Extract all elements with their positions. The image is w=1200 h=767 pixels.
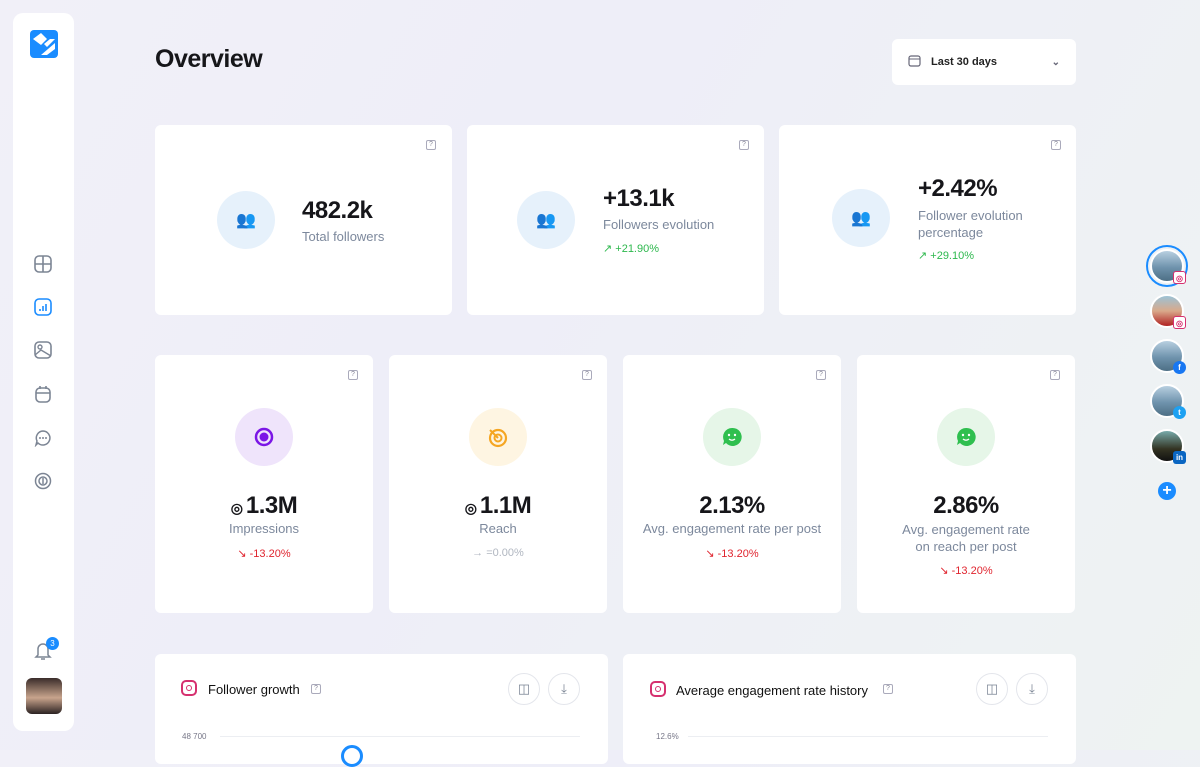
stat-label: Avg. engagement rate per post <box>642 521 822 536</box>
help-icon[interactable]: ? <box>1051 140 1061 150</box>
help-icon[interactable]: ? <box>426 140 436 150</box>
help-icon[interactable]: ? <box>582 370 592 380</box>
facebook-icon: f <box>1173 361 1186 374</box>
stat-change: ↗ +21.90% <box>603 243 660 255</box>
stat-label: Impressions <box>228 521 300 536</box>
y-axis-tick: 48 700 <box>182 732 207 741</box>
chart-title: Average engagement rate history <box>676 683 868 698</box>
stat-change: ↗ +29.10% <box>918 250 975 262</box>
help-icon[interactable]: ? <box>739 140 749 150</box>
help-icon[interactable]: ? <box>311 684 321 694</box>
layout-toggle-button[interactable]: ◫ <box>508 673 540 705</box>
account-facebook[interactable]: f <box>1150 339 1186 374</box>
notification-count-badge: 3 <box>46 637 59 650</box>
eye-icon <box>235 408 293 466</box>
nav-messages-icon[interactable] <box>33 428 53 448</box>
stat-change: ↘ -13.20% <box>705 548 759 560</box>
stat-label: Follower evolution percentage <box>918 208 1023 240</box>
help-icon[interactable]: ? <box>1050 370 1060 380</box>
nav-calendar-icon[interactable] <box>33 384 53 404</box>
stat-card-follower-evolution-percentage: ? 👥 +2.42% Follower evolution percentage… <box>779 125 1076 315</box>
stat-value: 1.3M <box>245 492 298 519</box>
nav-media-icon[interactable] <box>33 340 53 360</box>
chart-title: Follower growth <box>208 682 300 697</box>
coins-icon: ◎ <box>464 500 480 516</box>
instagram-icon: ◎ <box>1173 316 1186 329</box>
stat-value: 1.1M <box>479 492 532 519</box>
selected-account-ring <box>1146 245 1188 287</box>
instagram-icon <box>650 681 666 697</box>
stat-card-total-followers: ? 👥 482.2k Total followers <box>155 125 452 315</box>
linkedin-icon: in <box>1173 451 1186 464</box>
chevron-down-icon: ⌄ <box>1051 56 1060 68</box>
app-logo[interactable] <box>30 30 58 58</box>
stat-value: 482.2k <box>302 197 373 224</box>
nav-analytics-icon[interactable] <box>33 297 53 317</box>
date-range-value: Last 30 days <box>931 56 998 68</box>
instagram-icon: ◎ <box>1173 271 1186 284</box>
stat-value: +13.1k <box>603 185 675 212</box>
smile-icon <box>937 408 995 466</box>
stat-card-engagement-on-reach: ? 2.86% Avg. engagement rate on reach pe… <box>857 355 1075 613</box>
stat-value: 2.13% <box>699 492 765 519</box>
target-icon <box>469 408 527 466</box>
download-button[interactable]: ⤓ <box>1016 673 1048 705</box>
stat-change: ↘ -13.20% <box>237 548 291 560</box>
layout-toggle-button[interactable]: ◫ <box>976 673 1008 705</box>
y-axis-tick: 12.6% <box>656 732 679 741</box>
engagement-history-chart-card: Average engagement rate history ? ◫ ⤓ 12… <box>623 654 1076 764</box>
stat-label: Avg. engagement rate on reach per post <box>902 522 1030 554</box>
stat-change: ↘ -13.20% <box>939 565 993 577</box>
stat-label: Total followers <box>302 229 385 244</box>
date-range-dropdown[interactable]: Last 30 days ⌄ <box>892 39 1076 85</box>
coins-icon: ◎ <box>230 500 246 516</box>
stat-change: → =0.00% <box>472 547 524 559</box>
calendar-icon <box>908 54 921 70</box>
account-instagram-1[interactable]: ◎ <box>1150 249 1186 284</box>
help-icon[interactable]: ? <box>816 370 826 380</box>
nav-listening-icon[interactable] <box>33 471 53 491</box>
account-instagram-2[interactable]: ◎ <box>1150 294 1186 329</box>
user-avatar[interactable] <box>26 678 62 714</box>
stat-card-engagement-per-post: ? 2.13% Avg. engagement rate per post ↘ … <box>623 355 841 613</box>
nav-dashboard-icon[interactable] <box>33 254 53 274</box>
account-twitter[interactable]: t <box>1150 384 1186 419</box>
help-icon[interactable]: ? <box>883 684 893 694</box>
followers-icon: 👥 <box>517 191 575 249</box>
instagram-icon <box>181 680 197 696</box>
gridline <box>688 736 1048 737</box>
stat-card-followers-evolution: ? 👥 +13.1k Followers evolution ↗ +21.90% <box>467 125 764 315</box>
stat-label: Followers evolution <box>603 217 715 232</box>
followers-icon: 👥 <box>217 191 275 249</box>
stat-value: +2.42% <box>918 175 998 202</box>
follower-growth-chart-card: Follower growth ? ◫ ⤓ 48 700 <box>155 654 608 767</box>
stat-card-reach: ? ◎ 1.1M Reach → =0.00% <box>389 355 607 613</box>
twitter-icon: t <box>1173 406 1186 419</box>
stat-label: Reach <box>479 521 517 536</box>
account-linkedin[interactable]: in <box>1150 429 1186 464</box>
sidebar <box>13 13 74 731</box>
page-title: Overview <box>155 45 263 73</box>
stat-value: 2.86% <box>933 492 999 519</box>
smile-icon <box>703 408 761 466</box>
notifications-bell-icon[interactable] <box>33 641 53 661</box>
add-account-button[interactable]: + <box>1158 482 1176 500</box>
help-icon[interactable]: ? <box>348 370 358 380</box>
download-button[interactable]: ⤓ <box>548 673 580 705</box>
chart-data-point[interactable] <box>341 745 363 767</box>
gridline <box>220 736 580 737</box>
stat-card-impressions: ? ◎ 1.3M Impressions ↘ -13.20% <box>155 355 373 613</box>
followers-icon: 👥 <box>832 189 890 247</box>
